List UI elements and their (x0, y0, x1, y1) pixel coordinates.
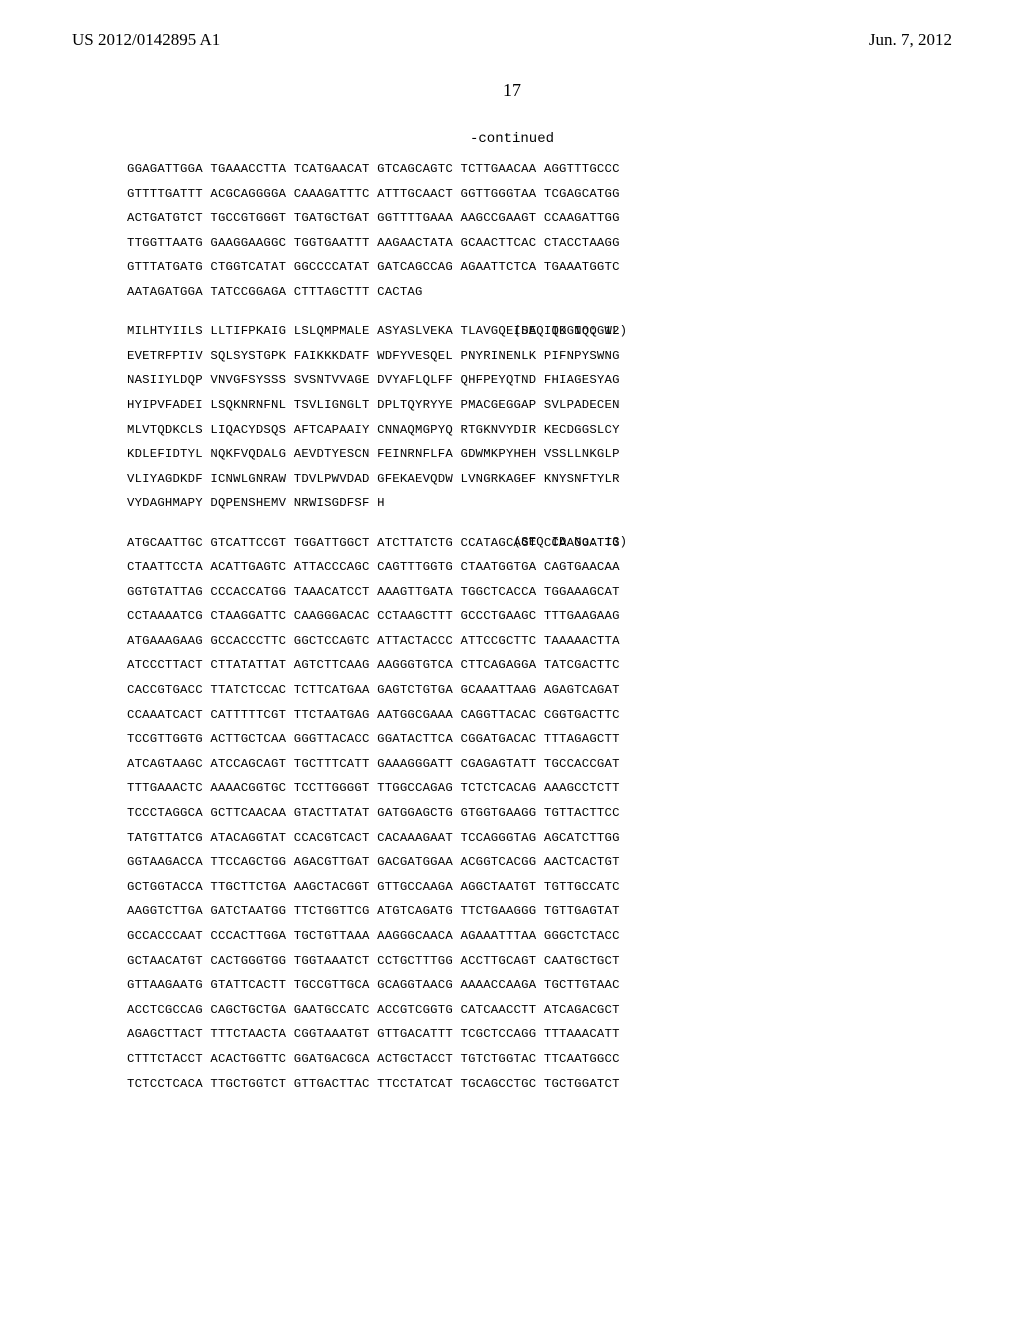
publication-date: Jun. 7, 2012 (869, 30, 952, 50)
sequence-block-11-continued: GGAGATTGGA TGAAACCTTA TCATGAACAT GTCAGCA… (127, 157, 952, 305)
page: US 2012/0142895 A1 Jun. 7, 2012 17 -cont… (0, 0, 1024, 1320)
page-number: 17 (72, 80, 952, 101)
publication-number: US 2012/0142895 A1 (72, 30, 220, 50)
sequence-block-13: ATGCAATTGC GTCATTCCGT TGGATTGGCT ATCTTAT… (127, 531, 952, 1097)
header-row: US 2012/0142895 A1 Jun. 7, 2012 (72, 30, 952, 50)
sequence-block-12: MILHTYIILS LLTIFPKAIG LSLQMPMALE ASYASLV… (127, 319, 952, 516)
continued-label: -continued (72, 131, 952, 147)
